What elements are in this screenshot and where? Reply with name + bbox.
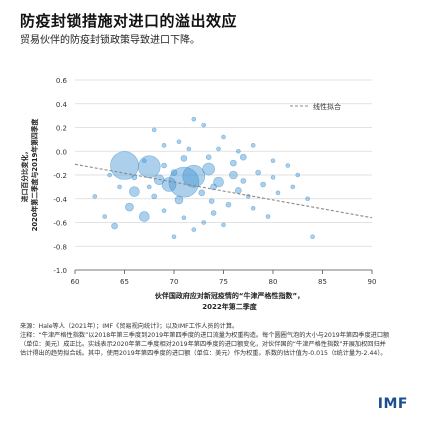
data-point [171, 234, 177, 240]
data-point [142, 158, 147, 164]
data-point [117, 184, 122, 190]
x-tick-label: 80 [269, 278, 278, 286]
data-point [230, 159, 237, 167]
chart-title: 防疫封锁措施对进口的溢出效应 [20, 12, 238, 30]
x-tick-label: 65 [120, 278, 129, 286]
data-point [225, 201, 232, 208]
data-point [151, 127, 157, 133]
x-tick-label: 60 [71, 278, 80, 286]
data-point [270, 158, 276, 164]
x-tick-label: 85 [318, 278, 327, 286]
data-point [107, 172, 112, 178]
y-tick-label: -0.2 [53, 172, 67, 180]
y-tick-label: 0.6 [56, 77, 68, 85]
data-point [180, 155, 188, 162]
y-axis-label: 2020年第二季度与2019年第四季度 [30, 119, 39, 232]
data-point [139, 211, 150, 222]
x-tick-label: 70 [170, 278, 179, 286]
x-tick-label: 90 [368, 278, 377, 286]
data-point [181, 215, 187, 221]
data-point [205, 154, 212, 160]
data-point [125, 202, 134, 212]
y-tick-label: -0.4 [53, 196, 67, 204]
data-point [255, 169, 261, 176]
data-point [210, 210, 217, 216]
data-point [186, 146, 192, 152]
data-point [137, 155, 161, 178]
data-point [176, 139, 182, 145]
data-point [285, 163, 291, 168]
x-axis-label: 2022年第二季度 [202, 302, 257, 311]
data-point [201, 122, 206, 128]
data-point [198, 189, 206, 197]
data-point [221, 222, 226, 228]
data-point [305, 196, 310, 202]
data-point [236, 148, 241, 154]
data-point [210, 183, 217, 191]
data-point [270, 175, 276, 180]
data-point [161, 208, 167, 213]
y-axis-label: 进口百分比变化， [20, 148, 29, 202]
data-point [170, 169, 178, 176]
data-point [208, 198, 215, 204]
data-point [310, 234, 315, 240]
data-point [250, 205, 256, 211]
y-tick-label: -0.8 [53, 243, 67, 251]
data-point [260, 181, 266, 188]
data-point [129, 186, 140, 197]
source-note: 来源：Hale等人（2021年）；IMF《贸易视向统计》；以及IMF工作人员的计… [20, 323, 239, 330]
data-point [216, 146, 221, 152]
data-point [191, 227, 197, 232]
y-tick-label: -1.0 [53, 267, 67, 275]
data-point [146, 184, 152, 190]
legend-label: 线性拟合 [313, 102, 341, 111]
imf-logo: IMF [377, 396, 408, 412]
data-point [111, 222, 118, 230]
data-point [151, 193, 157, 200]
data-point [191, 116, 197, 122]
data-point [201, 220, 206, 225]
data-point [240, 153, 247, 161]
scatter-chart: 0.6 0.4 0.2 0.0 -0.2 -0.4 -0.6 -0.8 -1.0 60 65 70 75… [20, 77, 377, 311]
y-tick-label: 0.2 [56, 125, 67, 133]
data-point [265, 214, 271, 219]
data-point [229, 170, 238, 180]
y-tick-label: 0.4 [56, 101, 68, 109]
data-point [295, 172, 301, 178]
data-point [275, 190, 281, 196]
chart-subtitle: 贸易伙伴的防疫封锁政策导致进口下降。 [20, 35, 200, 46]
data-point [250, 143, 256, 148]
x-axis-label: 伙伴国政府应对新冠疫情的“牛津严格性指数”， [155, 291, 304, 300]
fit-line [74, 163, 373, 219]
data-point [202, 162, 215, 176]
y-tick-label: 0.0 [56, 148, 67, 156]
y-tick-label: -0.6 [53, 220, 67, 228]
data-point [161, 162, 167, 169]
notes-block: 来源：Hale等人（2021年）；IMF《贸易视向统计》；以及IMF工作人员的计… [20, 322, 390, 358]
data-point [92, 194, 98, 199]
footnote: 注释：“牛津严格性指数”以2018年第三季度到2019年第四季度的进口流量为权重… [20, 332, 390, 357]
data-point [240, 178, 247, 184]
data-point [161, 143, 167, 148]
data-point [235, 187, 242, 194]
data-point [182, 164, 206, 188]
data-point [213, 176, 224, 188]
data-point [290, 184, 296, 190]
x-tick-label: 75 [219, 278, 228, 286]
data-point [102, 214, 107, 219]
data-point [174, 195, 184, 205]
data-point [221, 134, 226, 140]
